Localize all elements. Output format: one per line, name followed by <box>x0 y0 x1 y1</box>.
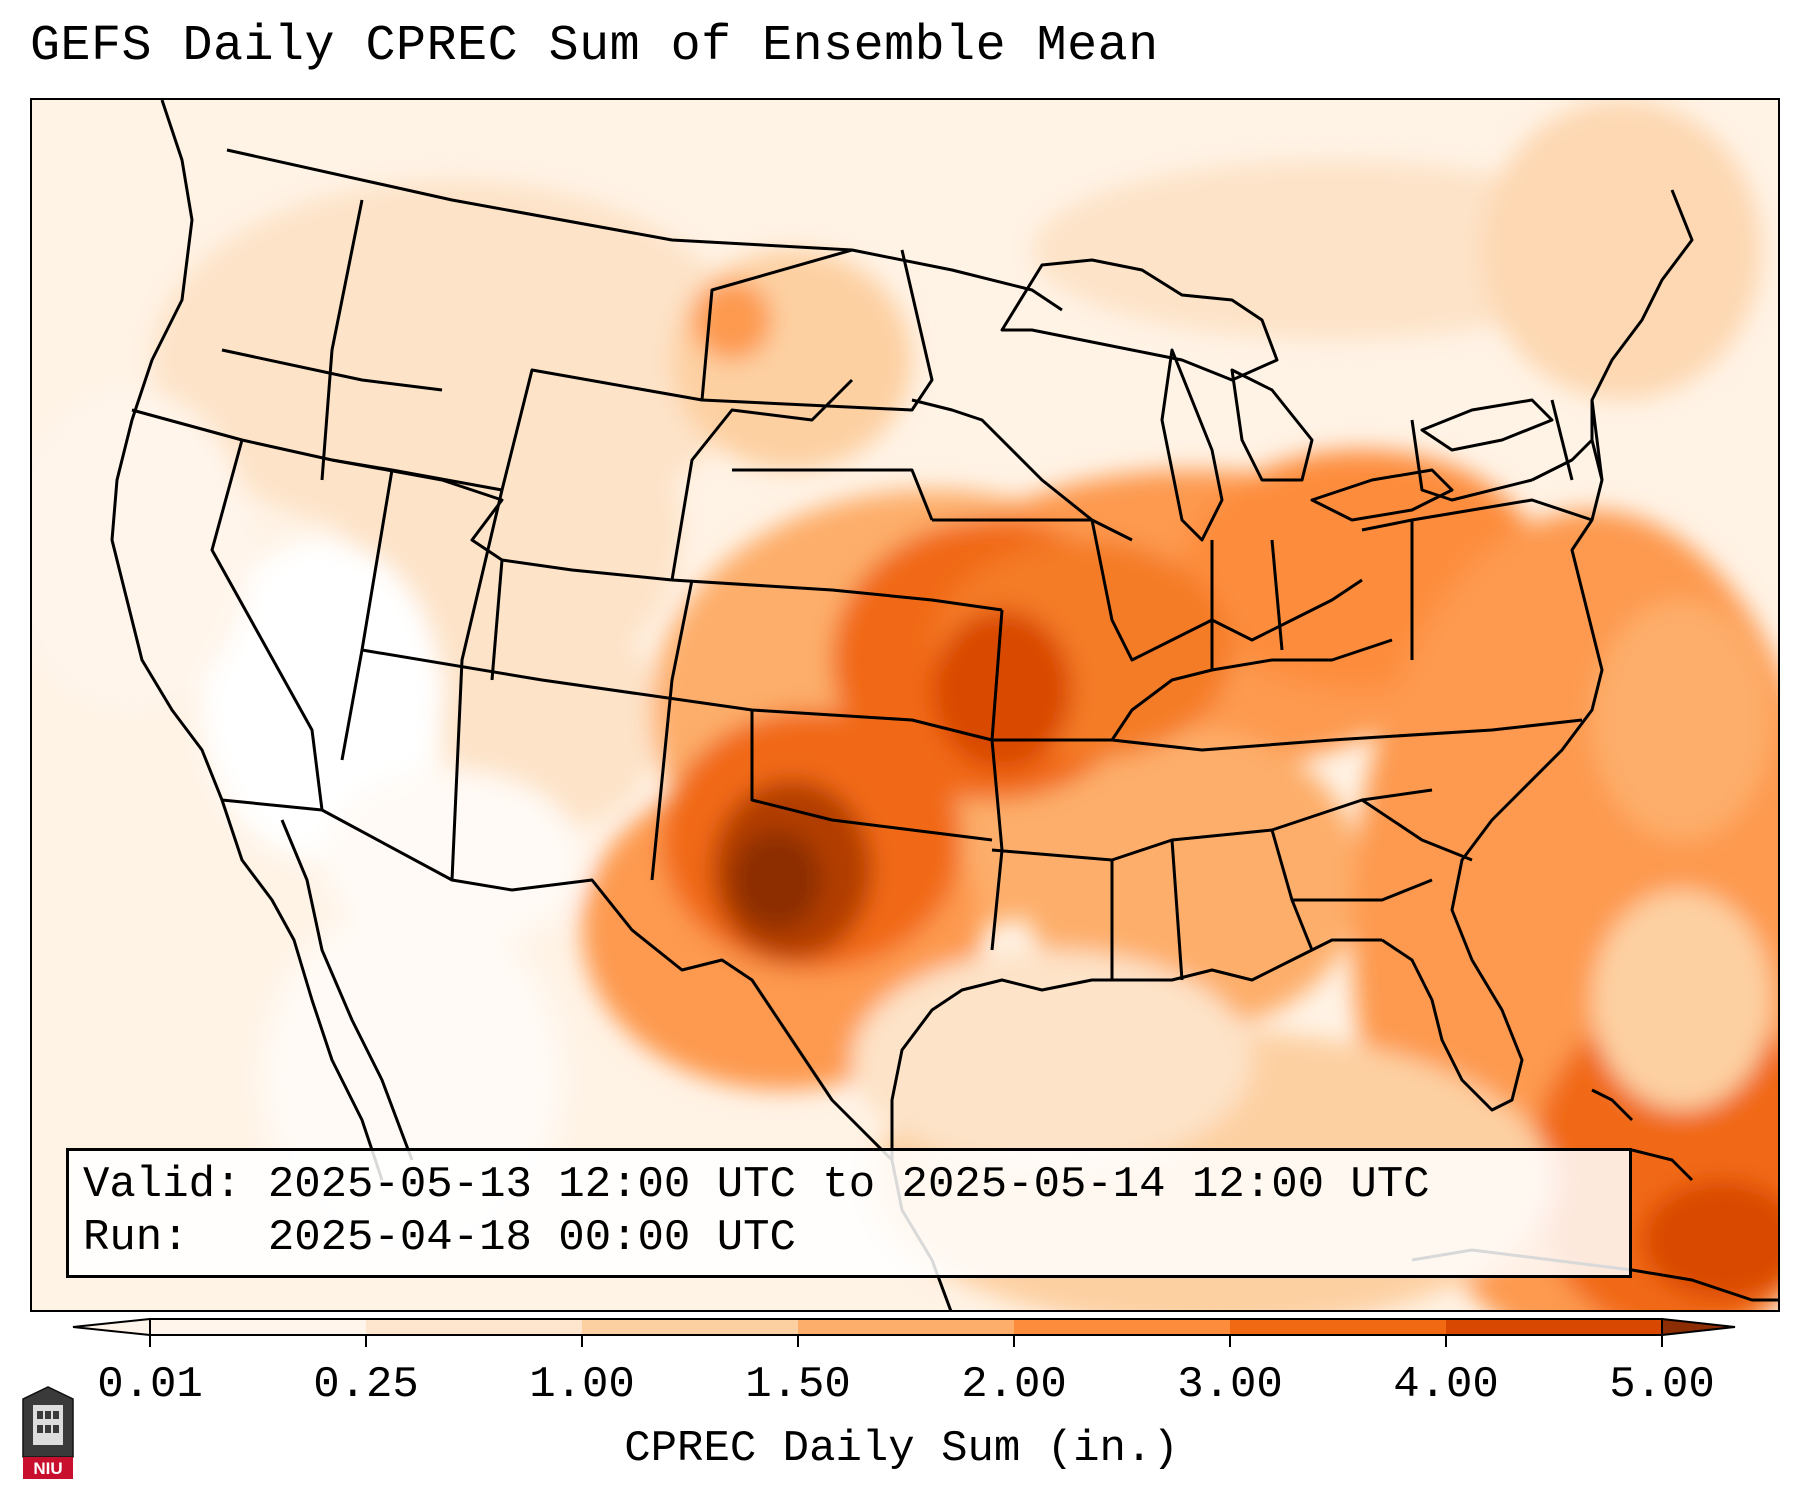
colorbar-segment <box>1014 1319 1231 1335</box>
colorbar <box>72 1317 1736 1347</box>
colorbar-tick-label: 0.25 <box>313 1360 419 1410</box>
colorbar-min-arrow <box>72 1317 151 1337</box>
colorbar-tick-label: 2.00 <box>961 1360 1067 1410</box>
colorbar-tick-label: 1.00 <box>529 1360 635 1410</box>
chart-title: GEFS Daily CPREC Sum of Ensemble Mean <box>30 18 1159 75</box>
colorbar-outline <box>149 1318 1663 1336</box>
run-label: Run: <box>83 1213 189 1263</box>
colorbar-tick-label: 3.00 <box>1177 1360 1283 1410</box>
logo-text: NIU <box>33 1459 62 1478</box>
colorbar-segment <box>1446 1319 1663 1335</box>
colorbar-segment <box>582 1319 799 1335</box>
colorbar-tick-label: 0.01 <box>97 1360 203 1410</box>
run-value: 2025-04-18 00:00 UTC <box>267 1213 796 1263</box>
colorbar-tick-label: 1.50 <box>745 1360 851 1410</box>
precip-map <box>30 98 1780 1312</box>
colorbar-segment <box>1230 1319 1447 1335</box>
colorbar-tick-label: 4.00 <box>1393 1360 1499 1410</box>
colorbar-tick-label: 5.00 <box>1609 1360 1715 1410</box>
colorbar-segment <box>150 1319 367 1335</box>
info-box: Valid: 2025-05-13 12:00 UTC to 2025-05-1… <box>66 1148 1632 1278</box>
valid-label: Valid: <box>83 1160 242 1210</box>
colorbar-max-arrow <box>1661 1317 1736 1337</box>
colorbar-segment <box>366 1319 583 1335</box>
logo-band <box>23 1457 73 1479</box>
valid-value: 2025-05-13 12:00 UTC to 2025-05-14 12:00… <box>267 1160 1430 1210</box>
niu-logo: NIU <box>22 1386 74 1479</box>
state-borders <box>110 100 1778 1310</box>
map-canvas <box>32 100 1778 1310</box>
colorbar-segments <box>150 1319 1663 1335</box>
colorbar-segment <box>798 1319 1015 1335</box>
colorbar-title: CPREC Daily Sum (in.) <box>624 1424 1179 1474</box>
colorbar-ticks <box>149 1335 1663 1347</box>
